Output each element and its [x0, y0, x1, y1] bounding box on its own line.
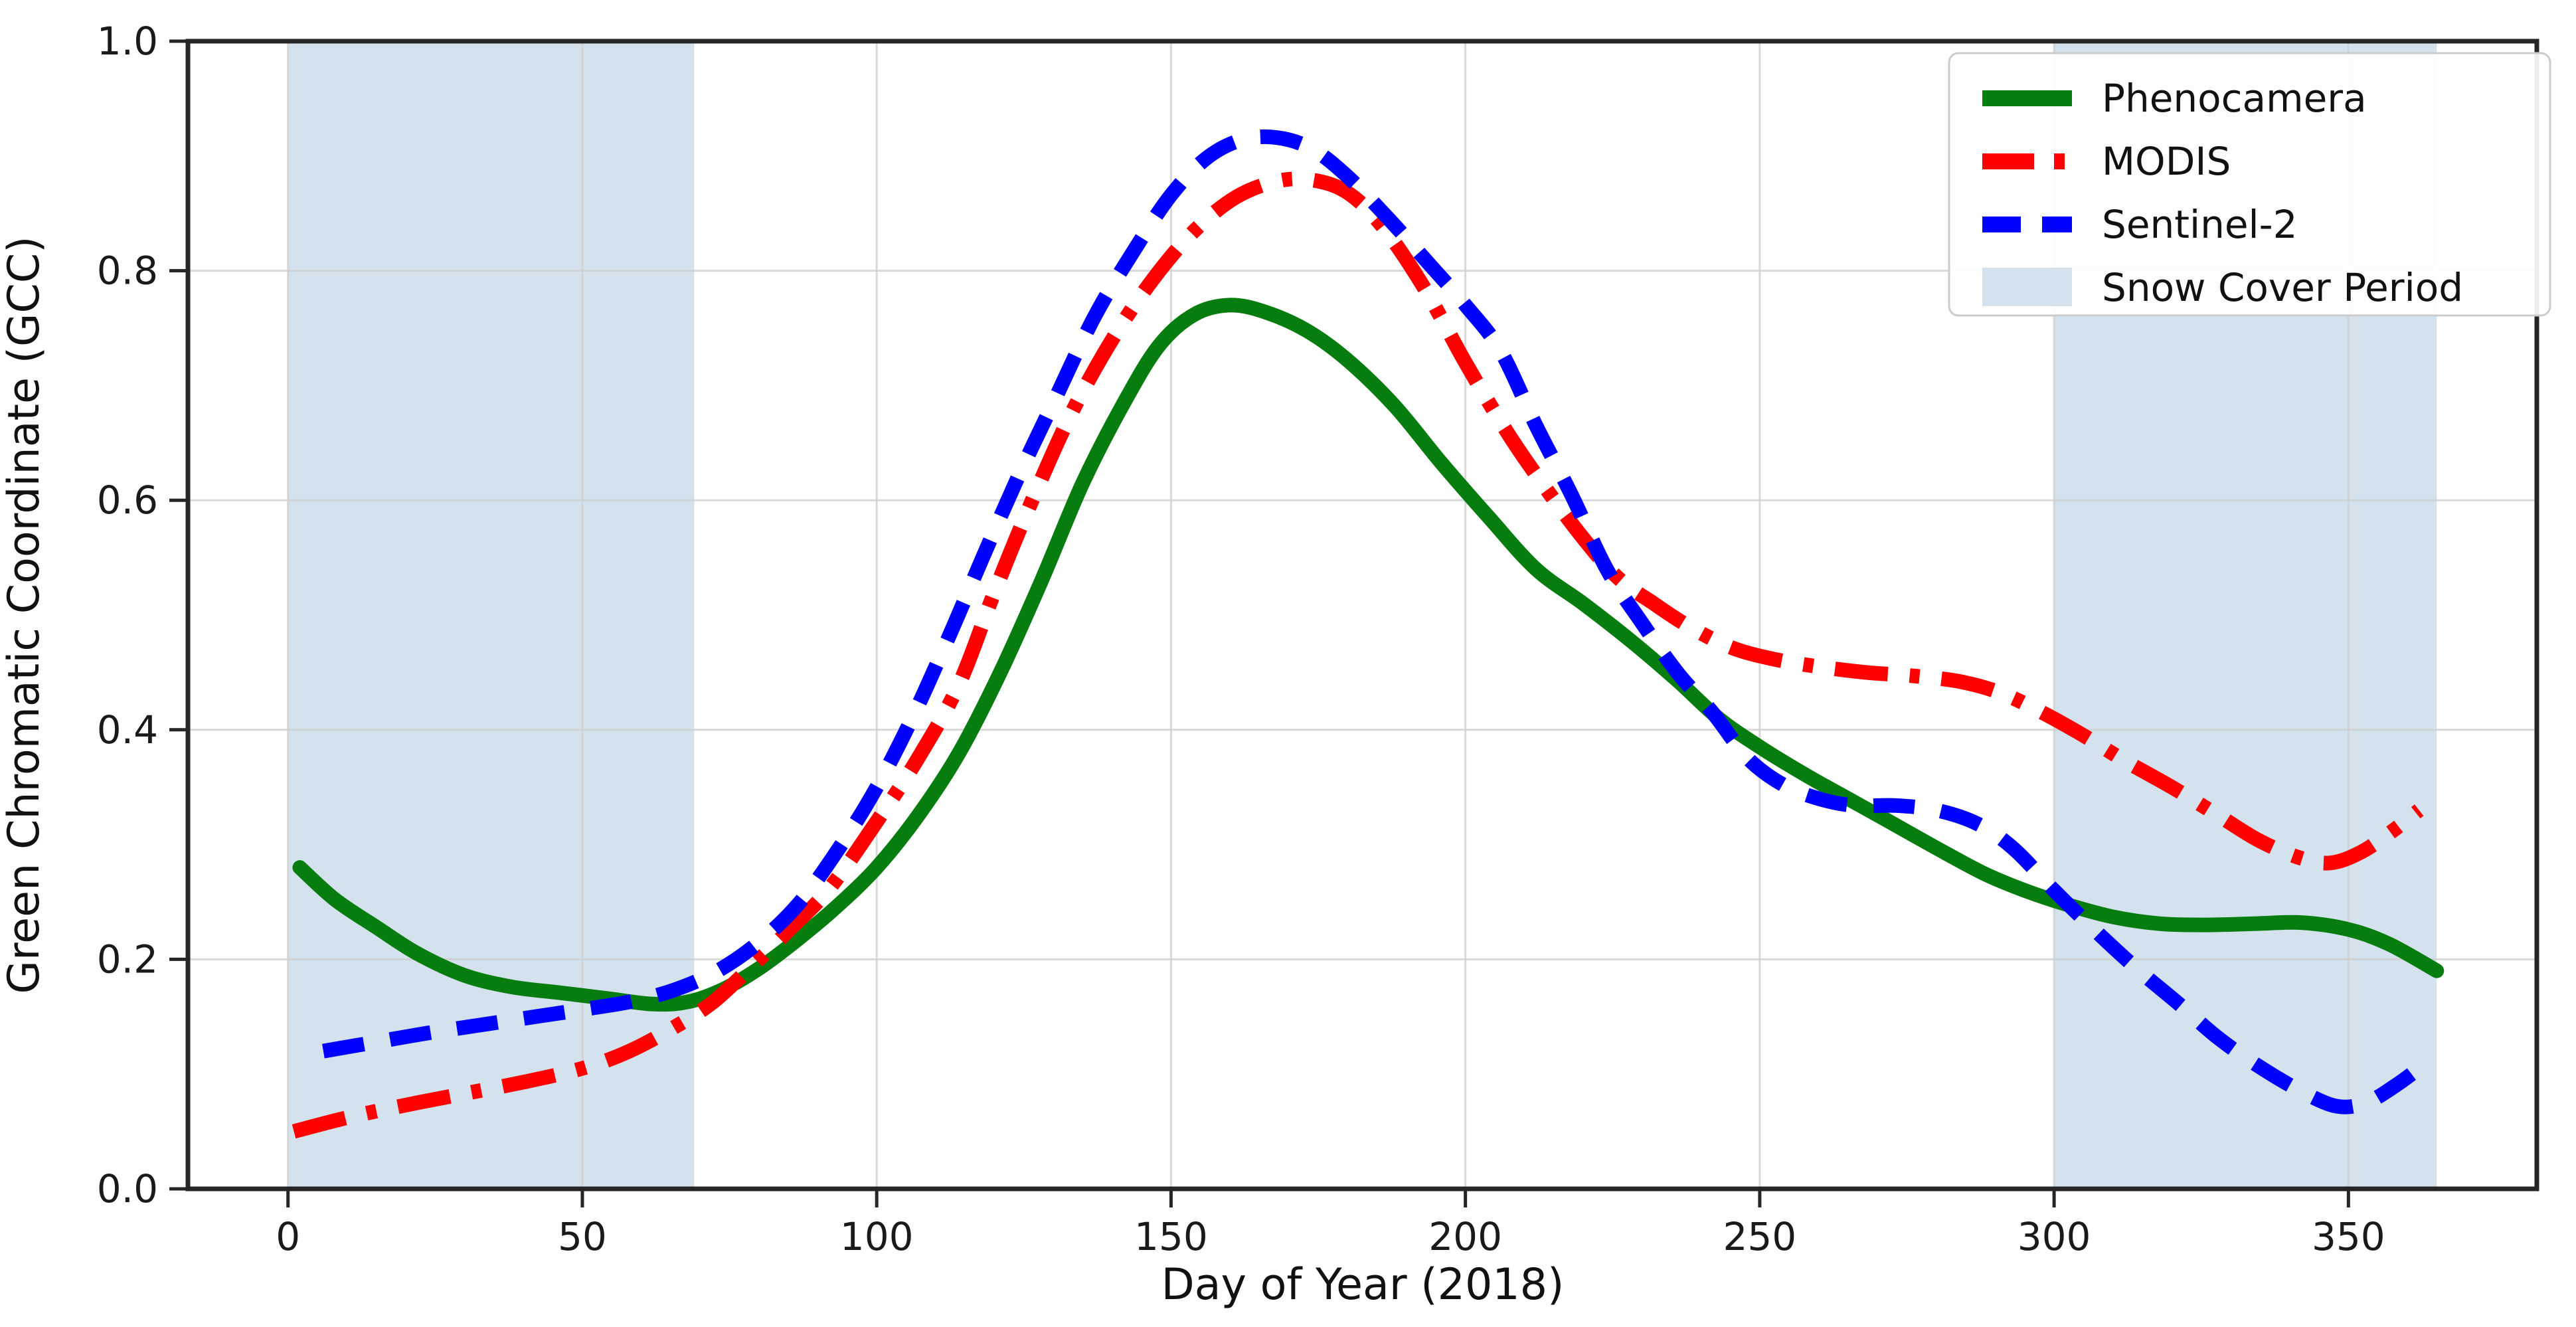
x-axis-title: Day of Year (2018) [1161, 1260, 1565, 1310]
y-tick-label: 0.0 [97, 1166, 158, 1211]
x-tick-label: 200 [1428, 1214, 1502, 1259]
y-tick-label: 1.0 [97, 19, 158, 64]
legend: Phenocamera MODIS Sentinel-2 Snow Cover … [1948, 52, 2551, 317]
x-tick-label: 0 [276, 1214, 300, 1259]
modis-line [292, 171, 2424, 1139]
sentinel-2-line [321, 129, 2424, 1114]
y-axis-title: Green Chromatic Coordinate (GCC) [0, 236, 49, 994]
legend-label-phenocamera: Phenocamera [2102, 76, 2367, 121]
y-tick-label: 0.8 [97, 248, 158, 294]
legend-label-modis: MODIS [2102, 139, 2231, 184]
x-tick-label: 300 [2018, 1214, 2091, 1259]
y-tick-label: 0.2 [97, 936, 158, 982]
y-tick-label: 0.4 [97, 707, 158, 752]
phenocamera-line [292, 298, 2445, 1012]
x-tick-label: 250 [1723, 1214, 1797, 1259]
x-tick-label: 150 [1134, 1214, 1208, 1259]
x-tick-label: 350 [2312, 1214, 2385, 1259]
legend-label-sentinel-2: Sentinel-2 [2102, 202, 2298, 247]
snow-cover-swatch-icon [1982, 268, 2072, 306]
x-tick-label: 50 [558, 1214, 607, 1259]
axes-spines [185, 39, 2539, 1192]
y-tick-label: 0.6 [97, 478, 158, 523]
legend-box [1948, 52, 2551, 317]
legend-label-snow-cover-period: Snow Cover Period [2102, 265, 2463, 310]
x-tick-label: 100 [840, 1214, 914, 1259]
